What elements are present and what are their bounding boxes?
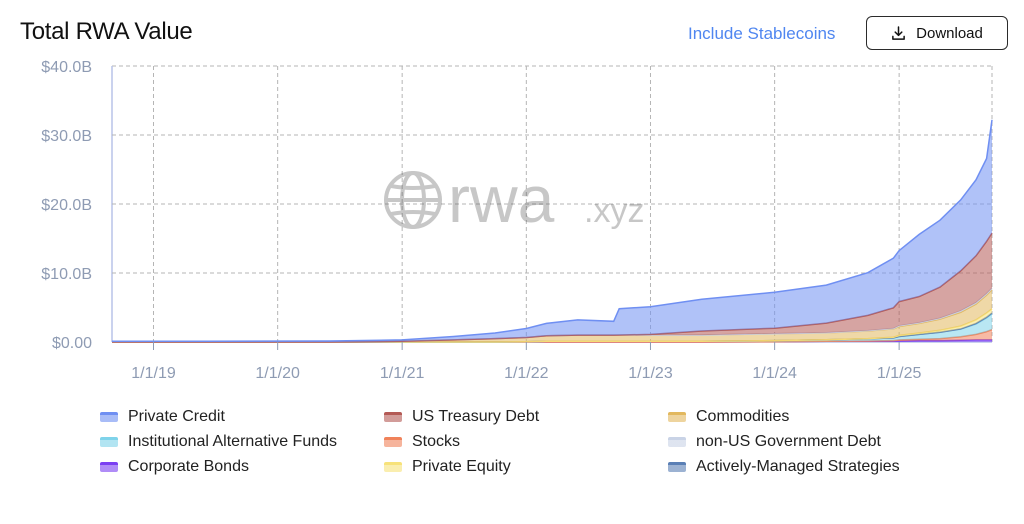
x-axis: 1/1/19 1/1/20 1/1/21 1/1/22 1/1/23 1/1/24 1/1/…	[131, 342, 921, 382]
legend-label: Actively-Managed Strategies	[696, 458, 900, 475]
y-tick-label: $40.0B	[41, 59, 92, 76]
legend-item[interactable]: Actively-Managed Strategies	[668, 458, 900, 476]
legend-swatch	[668, 462, 686, 472]
watermark: rwa .xyz	[384, 162, 644, 236]
legend-label: Private Credit	[128, 408, 225, 425]
legend-swatch	[668, 412, 686, 422]
series-area-stocks	[112, 329, 992, 342]
legend-label: Stocks	[412, 433, 461, 450]
download-icon	[892, 25, 906, 40]
legend-item[interactable]: Private Equity	[384, 458, 511, 476]
legend-label: Commodities	[696, 408, 790, 425]
legend-swatch	[100, 437, 118, 447]
watermark-suffix: .xyz	[584, 192, 644, 230]
legend-label: non-US Government Debt	[696, 433, 881, 450]
legend-label: US Treasury Debt	[412, 408, 540, 425]
legend-swatch	[384, 412, 402, 422]
chart-title: Total RWA Value	[20, 18, 193, 45]
legend-label: Corporate Bonds	[128, 458, 249, 475]
y-tick-label: $20.0B	[41, 197, 92, 214]
x-tick-label: 1/1/25	[877, 365, 922, 382]
x-tick-label: 1/1/24	[752, 365, 797, 382]
y-tick-label: $10.0B	[41, 266, 92, 283]
legend-label: Institutional Alternative Funds	[128, 433, 338, 450]
watermark-text: rwa	[448, 162, 555, 236]
legend-item[interactable]: Commodities	[668, 408, 789, 426]
x-tick-label: 1/1/19	[131, 365, 176, 382]
legend-item[interactable]: non-US Government Debt	[668, 433, 881, 451]
legend-item[interactable]: Private Credit	[100, 408, 225, 426]
include-stablecoins-toggle[interactable]: Include Stablecoins	[688, 24, 836, 43]
legend-swatch	[384, 437, 402, 447]
legend-label: Private Equity	[412, 458, 511, 475]
x-tick-label: 1/1/21	[380, 365, 425, 382]
y-axis: $0.00 $10.0B $20.0B $30.0B $40.0B	[41, 59, 92, 352]
globe-icon	[384, 171, 442, 229]
stacked-area-chart: rwa .xyz $0.00 $10.0B $20.0B $30.0B $40.0B 1…	[41, 59, 993, 382]
legend-swatch	[100, 462, 118, 472]
series-areas	[112, 119, 993, 343]
legend-item[interactable]: Corporate Bonds	[100, 458, 249, 476]
x-tick-label: 1/1/23	[628, 365, 673, 382]
download-label: Download	[916, 24, 983, 42]
series-area-institutional-alternative-funds	[112, 313, 992, 342]
legend-item[interactable]: US Treasury Debt	[384, 408, 539, 426]
download-button[interactable]: Download	[866, 16, 1008, 50]
series-area-corporate-bonds	[112, 339, 992, 342]
y-tick-label: $30.0B	[41, 128, 92, 145]
x-tick-label: 1/1/22	[504, 365, 549, 382]
x-tick-label: 1/1/20	[255, 365, 300, 382]
legend-swatch	[384, 462, 402, 472]
series-line-private-credit	[112, 119, 993, 343]
legend-item[interactable]: Institutional Alternative Funds	[100, 433, 337, 451]
y-tick-label: $0.00	[52, 335, 92, 352]
legend-item[interactable]: Stocks	[384, 433, 460, 451]
legend-swatch	[100, 412, 118, 422]
legend-swatch	[668, 437, 686, 447]
